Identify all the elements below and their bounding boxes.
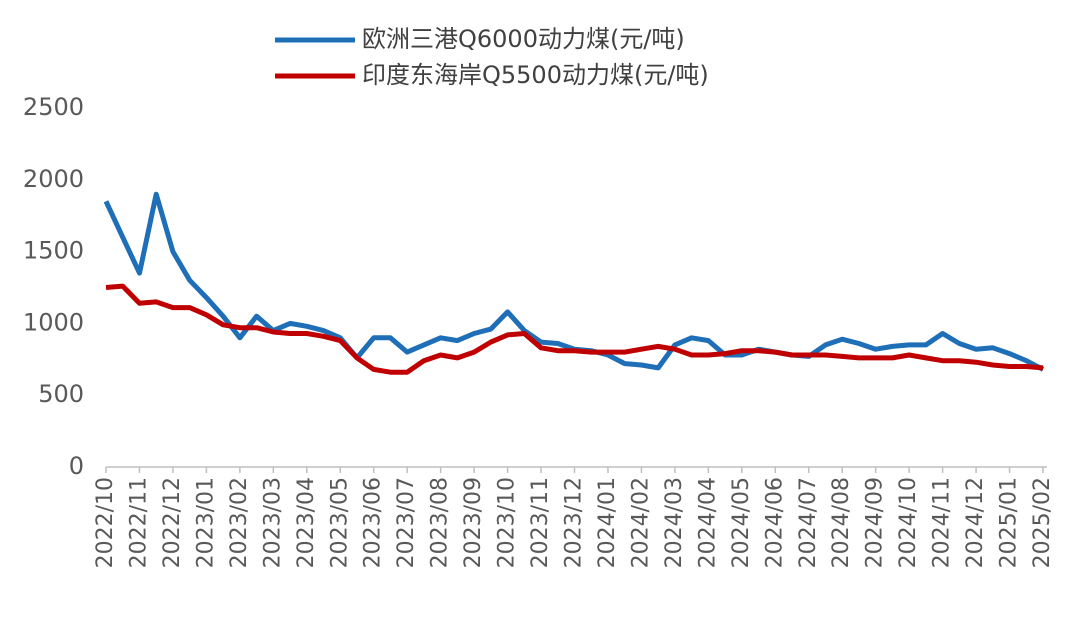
x-tick-label: 2024/07 [796, 477, 821, 568]
x-tick-label: 2024/08 [829, 477, 854, 568]
x-tick-label: 2022/12 [160, 477, 185, 568]
y-tick-label: 1000 [23, 308, 84, 336]
x-tick-label: 2023/09 [461, 477, 486, 568]
x-tick-label: 2024/06 [762, 477, 787, 568]
x-tick-label: 2024/04 [695, 477, 720, 568]
x-tick-label: 2024/03 [662, 477, 687, 568]
x-tick-label: 2025/02 [1030, 477, 1055, 568]
x-tick-label: 2022/11 [126, 477, 151, 568]
x-tick-label: 2023/05 [327, 477, 352, 568]
x-tick-label: 2024/12 [963, 477, 988, 568]
x-tick-label: 2025/01 [997, 477, 1022, 568]
x-tick-label: 2024/10 [896, 477, 921, 568]
x-tick-label: 2023/10 [495, 477, 520, 568]
y-tick-label: 500 [38, 380, 84, 408]
x-tick-label: 2023/04 [294, 477, 319, 568]
y-tick-label: 2500 [23, 93, 84, 121]
x-tick-label: 2023/06 [361, 477, 386, 568]
x-tick-label: 2023/12 [562, 477, 587, 568]
x-tick-label: 2024/05 [729, 477, 754, 568]
series-line [105, 283, 1044, 375]
x-tick-label: 2024/02 [628, 477, 653, 568]
x-tick-label: 2022/10 [93, 477, 118, 568]
y-tick-label: 0 [69, 452, 84, 480]
x-tick-label: 2023/08 [428, 477, 453, 568]
x-tick-label: 2024/01 [595, 477, 620, 568]
x-tick-label: 2023/02 [227, 477, 252, 568]
x-tick-label: 2023/01 [193, 477, 218, 568]
y-tick-label: 1500 [23, 237, 84, 265]
series-line [103, 191, 1045, 372]
x-tick-label: 2024/09 [863, 477, 888, 568]
legend-label: 欧洲三港Q6000动力煤(元/吨) [362, 25, 685, 53]
x-tick-label: 2023/11 [528, 477, 553, 568]
x-tick-label: 2023/07 [394, 477, 419, 568]
legend-label: 印度东海岸Q5500动力煤(元/吨) [362, 61, 709, 89]
y-tick-label: 2000 [23, 165, 84, 193]
x-tick-label: 2023/03 [260, 477, 285, 568]
x-tick-label: 2024/11 [930, 477, 955, 568]
